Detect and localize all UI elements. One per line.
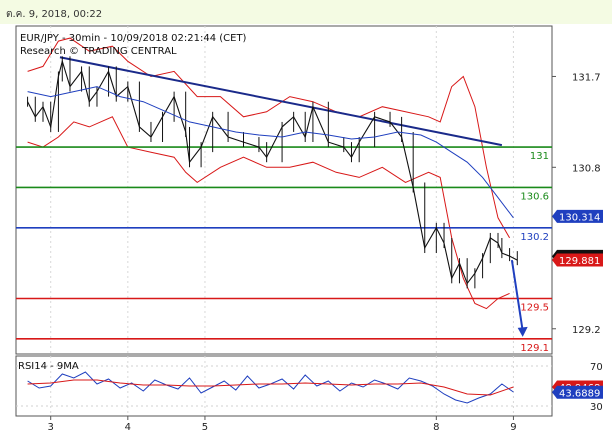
level-label-4: 129.1 [520,343,549,354]
price-panel: 131 130.6 130.2 129.5 129.1 EUR/JPY - 30min … [15,25,603,355]
price-box-label-0: 130.314 [559,212,600,223]
chart-title: EUR/JPY - 30min - 10/09/2018 02:21:44 (C… [20,33,247,44]
y-tick-label-2: 129.2 [572,325,601,336]
x-tick-label-0: 3 [48,422,54,433]
chart-subtitle: Research © TRADING CENTRAL [20,46,177,57]
x-tick-label-2: 5 [202,422,208,433]
rsi-box-1 [552,385,603,399]
rsi-tick-label-0: 70 [590,362,603,373]
rsi-box-label-1: 43.6889 [559,388,600,399]
series-band-upper [27,37,511,239]
series-band-lower [27,116,510,310]
series-price-line [27,59,518,285]
forecast-arrow-shaft [510,259,524,331]
header-bar [0,0,612,24]
price-box-2 [552,253,603,267]
rsi-title: RSI14 - 9MA [18,361,79,372]
resistance-trendline [59,56,503,147]
level-label-0: 131 [530,151,549,162]
rsi-tick-label-1: 30 [590,402,603,413]
level-label-2: 130.2 [520,232,549,243]
header-timestamp: ต.ค. 9, 2018, 00:22 [6,9,102,20]
price-panel-frame [15,25,553,355]
rsi-panel-frame [15,355,553,417]
level-label-1: 130.6 [520,191,549,202]
price-box-label-2: 129.881 [559,256,600,267]
x-tick-label-4: 9 [510,422,516,433]
x-tick-label-3: 8 [433,422,439,433]
series-rsi-ma [27,379,514,396]
y-tick-label-0: 131.7 [572,72,601,83]
level-label-3: 129.5 [520,302,549,313]
x-tick-label-1: 4 [125,422,131,433]
price-box-0 [552,209,603,223]
y-tick-label-1: 130.8 [572,163,601,174]
series-moving-average [27,86,514,219]
x-axis: 3 4 5 8 9 [48,416,517,433]
forecast-arrow-head [517,326,528,337]
